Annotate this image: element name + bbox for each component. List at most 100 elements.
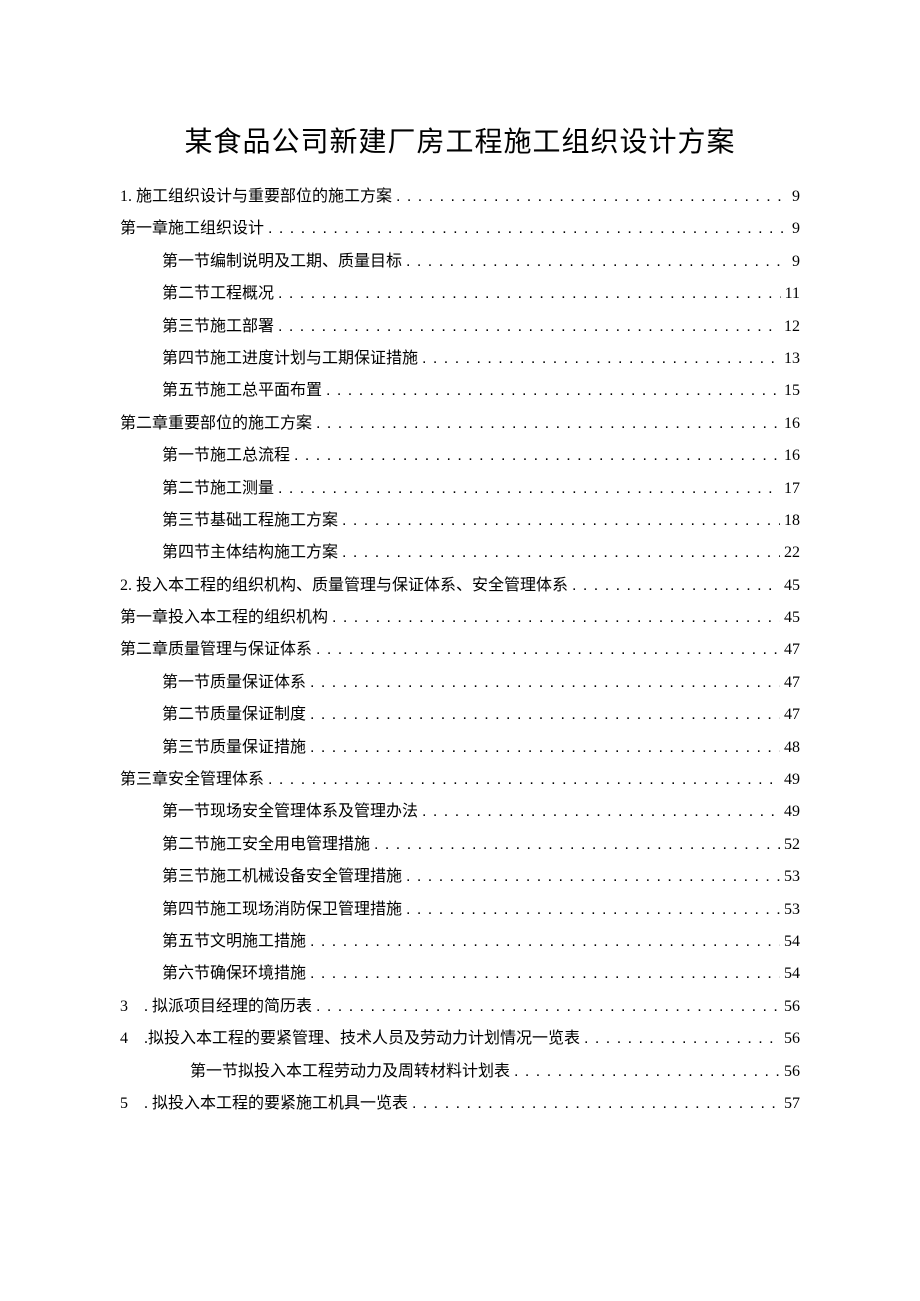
toc-label: 第二章质量管理与保证体系 <box>120 635 312 665</box>
toc-page-number: 54 <box>784 959 800 989</box>
toc-entry: 2. 投入本工程的组织机构、质量管理与保证体系、安全管理体系 45 <box>120 571 800 601</box>
toc-page-number: 53 <box>784 895 800 925</box>
toc-page-number: 11 <box>785 279 800 309</box>
toc-page-number: 45 <box>784 603 800 633</box>
toc-dots <box>316 635 780 665</box>
toc-dots <box>422 797 780 827</box>
toc-label: 1. 施工组织设计与重要部位的施工方案 <box>120 182 392 212</box>
toc-page-number: 18 <box>784 506 800 536</box>
toc-page-number: 15 <box>784 376 800 406</box>
toc-dots <box>406 895 780 925</box>
toc-label: 第四节施工现场消防保卫管理措施 <box>162 895 402 925</box>
toc-entry: 第五节文明施工措施 54 <box>120 927 800 957</box>
toc-page-number: 9 <box>792 247 800 277</box>
toc-entry: 第二章重要部位的施工方案16 <box>120 409 800 439</box>
toc-entry: 第二章质量管理与保证体系47 <box>120 635 800 665</box>
toc-page-number: 49 <box>784 797 800 827</box>
toc-dots <box>278 312 780 342</box>
toc-page-number: 45 <box>784 571 800 601</box>
toc-dots <box>268 765 780 795</box>
toc-dots <box>342 538 780 568</box>
toc-page-number: 9 <box>792 214 800 244</box>
toc-page-number: 53 <box>784 862 800 892</box>
toc-label: 第二节施工测量 <box>162 474 274 504</box>
toc-label: 3 . 拟派项目经理的简历表 <box>120 992 312 1022</box>
toc-page-number: 56 <box>784 1057 800 1087</box>
toc-page-number: 52 <box>784 830 800 860</box>
toc-label: 第一节编制说明及工期、质量目标 <box>162 247 402 277</box>
toc-label: 第三章安全管理体系 <box>120 765 264 795</box>
toc-dots <box>316 992 780 1022</box>
toc-dots <box>268 214 788 244</box>
toc-entry: 第二节工程概况 11 <box>120 279 800 309</box>
toc-dots <box>310 959 780 989</box>
toc-label: 第一节质量保证体系 <box>162 668 306 698</box>
toc-page-number: 57 <box>784 1089 800 1119</box>
table-of-contents: 1. 施工组织设计与重要部位的施工方案9第一章施工组织设计9第一节编制说明及工期… <box>120 182 800 1119</box>
toc-label: 5 . 拟投入本工程的要紧施工机具一览表 <box>120 1089 408 1119</box>
toc-dots <box>342 506 780 536</box>
toc-dots <box>278 474 780 504</box>
toc-dots <box>278 279 781 309</box>
toc-dots <box>422 344 780 374</box>
toc-dots <box>316 409 780 439</box>
toc-entry: 第六节确保环境措施 54 <box>120 959 800 989</box>
toc-page-number: 49 <box>784 765 800 795</box>
toc-dots <box>584 1024 780 1054</box>
toc-label: 第五节文明施工措施 <box>162 927 306 957</box>
toc-label: 第一章施工组织设计 <box>120 214 264 244</box>
toc-entry: 第一节编制说明及工期、质量目标 9 <box>120 247 800 277</box>
toc-label: 第二章重要部位的施工方案 <box>120 409 312 439</box>
toc-label: 第三节基础工程施工方案 <box>162 506 338 536</box>
toc-page-number: 47 <box>784 700 800 730</box>
toc-entry: 第三节施工部署 12 <box>120 312 800 342</box>
toc-entry: 第四节施工现场消防保卫管理措施 53 <box>120 895 800 925</box>
toc-label: 第二节施工安全用电管理措施 <box>162 830 370 860</box>
toc-label: 第三节施工部署 <box>162 312 274 342</box>
toc-entry: 5 . 拟投入本工程的要紧施工机具一览表 57 <box>120 1089 800 1119</box>
toc-entry: 第四节主体结构施工方案22 <box>120 538 800 568</box>
toc-page-number: 13 <box>784 344 800 374</box>
toc-entry: 第二节施工安全用电管理措施 52 <box>120 830 800 860</box>
toc-label: 第一节现场安全管理体系及管理办法 <box>162 797 418 827</box>
document-title: 某食品公司新建厂房工程施工组织设计方案 <box>120 120 800 160</box>
toc-entry: 第一节质量保证体系 47 <box>120 668 800 698</box>
toc-entry: 第一节拟投入本工程劳动力及周转材料计划表 56 <box>120 1057 800 1087</box>
toc-entry: 第一节施工总流程 16 <box>120 441 800 471</box>
toc-entry: 第三节基础工程施工方案 18 <box>120 506 800 536</box>
toc-label: 第三节施工机械设备安全管理措施 <box>162 862 402 892</box>
toc-entry: 第四节施工进度计划与工期保证措施 13 <box>120 344 800 374</box>
toc-entry: 第三节质量保证措施48 <box>120 733 800 763</box>
toc-dots <box>514 1057 780 1087</box>
toc-label: 第四节施工进度计划与工期保证措施 <box>162 344 418 374</box>
toc-dots <box>332 603 780 633</box>
toc-page-number: 47 <box>784 668 800 698</box>
toc-label: 第一章投入本工程的组织机构 <box>120 603 328 633</box>
toc-page-number: 12 <box>784 312 800 342</box>
toc-label: 第二节质量保证制度 <box>162 700 306 730</box>
toc-page-number: 56 <box>784 992 800 1022</box>
toc-label: 第五节施工总平面布置 <box>162 376 322 406</box>
toc-dots <box>294 441 780 471</box>
toc-entry: 4 .拟投入本工程的要紧管理、技术人员及劳动力计划情况一览表 56 <box>120 1024 800 1054</box>
toc-dots <box>412 1089 780 1119</box>
toc-entry: 第一章施工组织设计 9 <box>120 214 800 244</box>
toc-label: 第二节工程概况 <box>162 279 274 309</box>
toc-dots <box>406 247 788 277</box>
toc-dots <box>572 571 780 601</box>
toc-entry: 第三节施工机械设备安全管理措施 53 <box>120 862 800 892</box>
toc-page-number: 16 <box>784 441 800 471</box>
toc-dots <box>310 700 780 730</box>
toc-label: 第六节确保环境措施 <box>162 959 306 989</box>
toc-entry: 第五节施工总平面布置 15 <box>120 376 800 406</box>
toc-label: 第一节施工总流程 <box>162 441 290 471</box>
toc-page-number: 54 <box>784 927 800 957</box>
toc-label: 第三节质量保证措施 <box>162 733 306 763</box>
toc-label: 2. 投入本工程的组织机构、质量管理与保证体系、安全管理体系 <box>120 571 568 601</box>
toc-label: 第一节拟投入本工程劳动力及周转材料计划表 <box>190 1057 510 1087</box>
toc-entry: 第三章安全管理体系 49 <box>120 765 800 795</box>
toc-entry: 1. 施工组织设计与重要部位的施工方案9 <box>120 182 800 212</box>
toc-entry: 第一节现场安全管理体系及管理办法 49 <box>120 797 800 827</box>
toc-label: 4 .拟投入本工程的要紧管理、技术人员及劳动力计划情况一览表 <box>120 1024 580 1054</box>
toc-entry: 3 . 拟派项目经理的简历表 56 <box>120 992 800 1022</box>
